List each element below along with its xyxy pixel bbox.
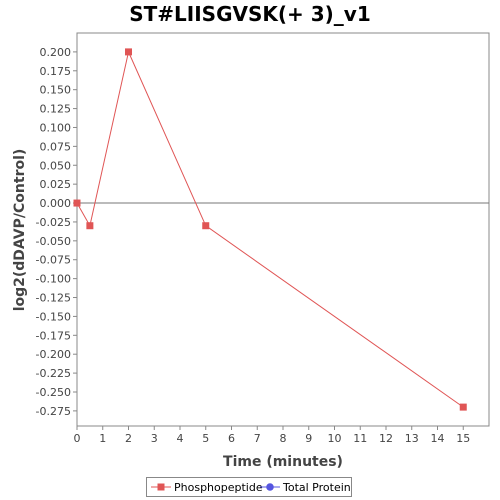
y-tick-label: 0.100	[40, 121, 72, 134]
x-tick-label: 13	[405, 432, 419, 445]
y-tick-label: 0.150	[40, 84, 72, 97]
plot-area	[76, 32, 490, 427]
data-point	[202, 222, 210, 230]
x-tick-label: 10	[328, 432, 342, 445]
y-tick-label: -0.050	[36, 235, 71, 248]
data-point	[86, 222, 94, 230]
legend-item-total-protein: Total Protein	[260, 479, 351, 495]
y-tick-label: -0.200	[36, 348, 71, 361]
x-tick-label: 1	[99, 432, 106, 445]
x-tick-label: 12	[379, 432, 393, 445]
x-tick-label: 8	[280, 432, 287, 445]
y-axis-ticks: 0.200 0.175 0.150 0.125 0.100 0.075 0.050 0.025…	[36, 46, 77, 418]
y-tick-label: 0.075	[40, 140, 72, 153]
x-axis-label: Time (minutes)	[223, 454, 343, 470]
x-tick-label: 6	[228, 432, 235, 445]
legend-label-phosphopeptide: Phosphopeptide	[174, 480, 263, 494]
x-axis-ticks: 0 1 2 3 4 5 6 7 8 9 10 11 12 13 14 15	[74, 426, 470, 445]
x-tick-label: 2	[125, 432, 132, 445]
x-tick-label: 11	[353, 432, 367, 445]
legend-item-phosphopeptide: Phosphopeptide	[151, 479, 263, 495]
x-tick-label: 4	[177, 432, 184, 445]
x-tick-label: 7	[254, 432, 261, 445]
x-tick-label: 0	[74, 432, 81, 445]
y-axis-label: log2(dDAVP/Control)	[12, 149, 28, 312]
x-tick-label: 3	[151, 432, 158, 445]
square-marker-icon	[151, 483, 171, 491]
y-tick-label: 0.200	[40, 46, 72, 59]
y-tick-label: -0.075	[36, 254, 71, 267]
y-tick-label: -0.025	[36, 216, 71, 229]
legend: Phosphopeptide Total Protein	[146, 477, 352, 497]
y-tick-label: -0.125	[36, 292, 71, 305]
data-point	[125, 48, 132, 56]
circle-marker-icon	[260, 483, 280, 491]
y-tick-label: 0.175	[40, 65, 72, 78]
y-tick-label: 0.125	[40, 103, 72, 116]
x-tick-label: 5	[202, 432, 209, 445]
y-tick-label: -0.225	[36, 367, 71, 380]
data-point	[459, 403, 467, 411]
y-tick-label: 0.025	[40, 178, 72, 191]
series-layer	[73, 48, 467, 411]
chart-title: ST#LIISGVSK(+ 3)_v1	[129, 2, 371, 26]
legend-label-total-protein: Total Protein	[283, 480, 351, 494]
y-tick-label: 0.000	[40, 197, 72, 210]
y-tick-label: -0.250	[36, 386, 71, 399]
y-tick-label: -0.150	[36, 310, 71, 323]
x-tick-label: 9	[305, 432, 312, 445]
y-tick-label: 0.050	[40, 159, 72, 172]
y-tick-label: -0.175	[36, 329, 71, 342]
y-tick-label: -0.100	[36, 273, 71, 286]
y-tick-label: -0.275	[36, 405, 71, 418]
x-tick-label: 15	[456, 432, 470, 445]
data-point	[73, 199, 81, 207]
x-tick-label: 14	[431, 432, 445, 445]
